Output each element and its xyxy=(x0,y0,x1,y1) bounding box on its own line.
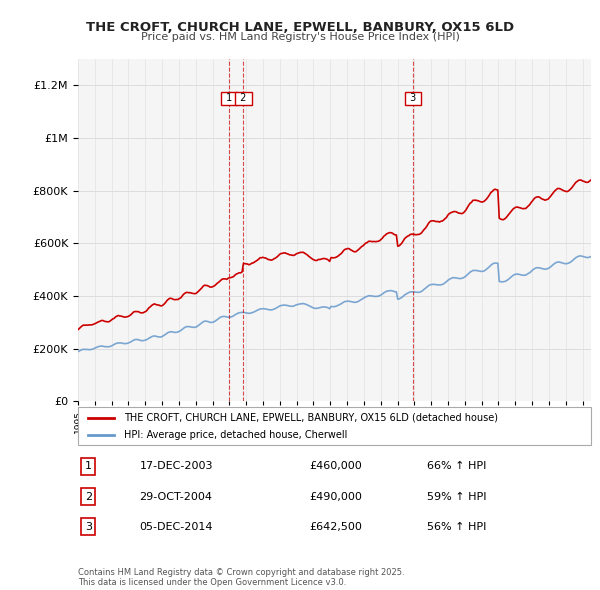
FancyBboxPatch shape xyxy=(78,407,591,445)
Text: 1: 1 xyxy=(85,461,92,471)
Text: 56% ↑ HPI: 56% ↑ HPI xyxy=(427,522,486,532)
Text: £460,000: £460,000 xyxy=(309,461,362,471)
Text: £490,000: £490,000 xyxy=(309,491,362,502)
Text: HPI: Average price, detached house, Cherwell: HPI: Average price, detached house, Cher… xyxy=(124,430,347,440)
Text: 05-DEC-2014: 05-DEC-2014 xyxy=(140,522,213,532)
Text: 1: 1 xyxy=(223,93,235,103)
Text: THE CROFT, CHURCH LANE, EPWELL, BANBURY, OX15 6LD (detached house): THE CROFT, CHURCH LANE, EPWELL, BANBURY,… xyxy=(124,413,498,423)
Text: 66% ↑ HPI: 66% ↑ HPI xyxy=(427,461,486,471)
Text: 59% ↑ HPI: 59% ↑ HPI xyxy=(427,491,487,502)
Text: 3: 3 xyxy=(85,522,92,532)
Text: 29-OCT-2004: 29-OCT-2004 xyxy=(140,491,212,502)
Text: Contains HM Land Registry data © Crown copyright and database right 2025.
This d: Contains HM Land Registry data © Crown c… xyxy=(78,568,404,587)
Text: 2: 2 xyxy=(237,93,250,103)
Text: 3: 3 xyxy=(407,93,419,103)
Text: THE CROFT, CHURCH LANE, EPWELL, BANBURY, OX15 6LD: THE CROFT, CHURCH LANE, EPWELL, BANBURY,… xyxy=(86,21,514,34)
Text: 2: 2 xyxy=(85,491,92,502)
Text: 17-DEC-2003: 17-DEC-2003 xyxy=(140,461,213,471)
Text: Price paid vs. HM Land Registry's House Price Index (HPI): Price paid vs. HM Land Registry's House … xyxy=(140,32,460,42)
Text: £642,500: £642,500 xyxy=(309,522,362,532)
